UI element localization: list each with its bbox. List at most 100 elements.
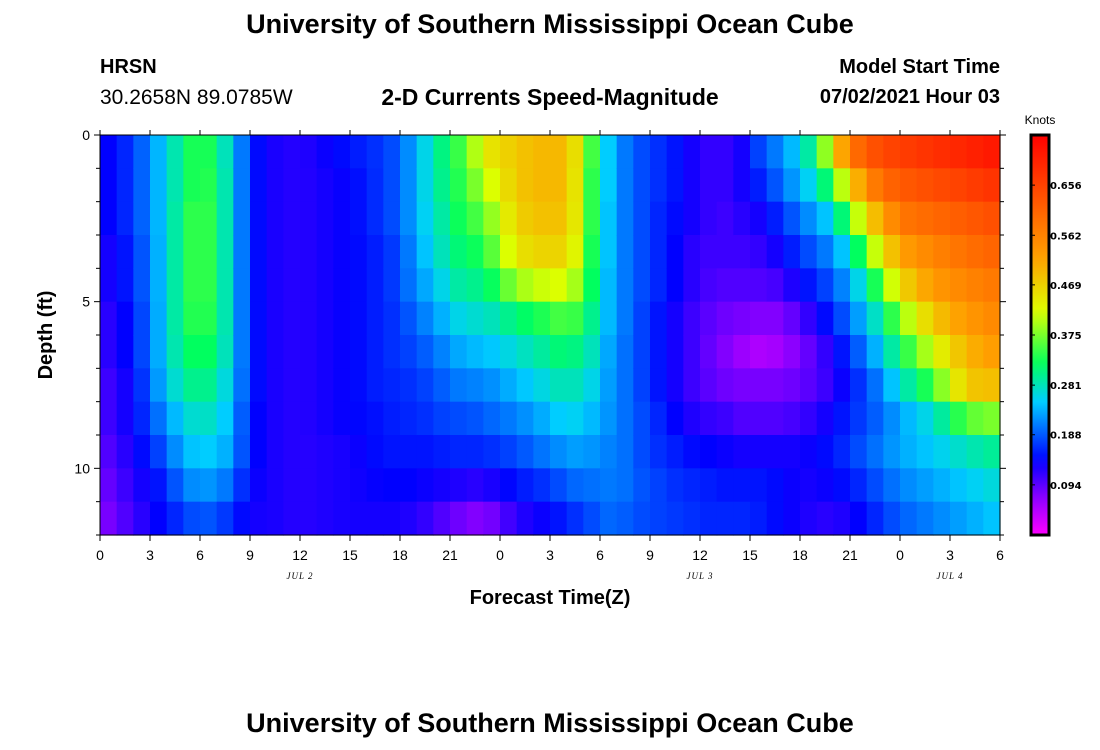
- heatmap-cell: [150, 368, 168, 403]
- heatmap-cell: [883, 268, 901, 303]
- x-tick-label: 3: [146, 547, 154, 563]
- heatmap-cell: [966, 201, 984, 236]
- heatmap-cell: [100, 468, 118, 503]
- x-tick-label: 0: [496, 547, 504, 563]
- heatmap-cell: [183, 201, 201, 236]
- heatmap-cell: [900, 468, 918, 503]
- heatmap-cell: [166, 301, 184, 336]
- heatmap-cell: [916, 435, 934, 469]
- heatmap-cell: [233, 335, 251, 369]
- heatmap-cell: [383, 501, 401, 536]
- heatmap-cell: [133, 368, 151, 403]
- heatmap-cell: [450, 135, 468, 169]
- heatmap-cell: [350, 235, 368, 269]
- heatmap-cell: [983, 368, 1001, 403]
- heatmap-cell: [650, 435, 668, 469]
- heatmap-cell: [950, 235, 968, 269]
- heatmap-cell: [683, 201, 701, 236]
- heatmap-cell: [433, 235, 451, 269]
- heatmap-cell: [816, 335, 834, 369]
- heatmap-cell: [116, 501, 134, 536]
- heatmap-cell: [300, 435, 318, 469]
- heatmap-cell: [916, 235, 934, 269]
- heatmap-cell: [750, 401, 768, 436]
- heatmap-cell: [400, 168, 418, 203]
- heatmap-cell: [466, 301, 484, 336]
- heatmap-cell: [566, 501, 584, 536]
- heatmap-cell: [933, 168, 951, 203]
- heatmap-cell: [883, 335, 901, 369]
- heatmap-cell: [983, 468, 1001, 503]
- heatmap-cell: [700, 235, 718, 269]
- heatmap-cell: [583, 168, 601, 203]
- heatmap-cell: [666, 501, 684, 536]
- heatmap-cell: [333, 368, 351, 403]
- heatmap-cell: [433, 435, 451, 469]
- heatmap-cell: [950, 335, 968, 369]
- heatmap-cell: [200, 368, 218, 403]
- heatmap-cell: [116, 168, 134, 203]
- heatmap-cell: [616, 368, 634, 403]
- heatmap-cell: [350, 501, 368, 536]
- heatmap-cell: [916, 501, 934, 536]
- heatmap-cell: [400, 335, 418, 369]
- heatmap-cell: [900, 201, 918, 236]
- heatmap-cell: [300, 468, 318, 503]
- heatmap-cell: [616, 135, 634, 169]
- heatmap-cell: [833, 168, 851, 203]
- heatmap-cell: [316, 301, 334, 336]
- x-tick-label: 18: [392, 547, 408, 563]
- heatmap-cell: [766, 301, 784, 336]
- heatmap-cell: [766, 468, 784, 503]
- heatmap-cell: [850, 501, 868, 536]
- heatmap-cell: [433, 368, 451, 403]
- heatmap-cell: [400, 135, 418, 169]
- heatmap-cell: [383, 435, 401, 469]
- heatmap-cell: [900, 235, 918, 269]
- heatmap-cell: [850, 468, 868, 503]
- heatmap-cell: [816, 435, 834, 469]
- heatmap-cell: [866, 135, 884, 169]
- heatmap-cell: [416, 268, 434, 303]
- heatmap-cell: [866, 435, 884, 469]
- heatmap-cell: [316, 501, 334, 536]
- heatmap-cell: [333, 268, 351, 303]
- heatmap-cell: [150, 301, 168, 336]
- heatmap-cell: [833, 435, 851, 469]
- heatmap-cell: [666, 401, 684, 436]
- heatmap-cell: [400, 435, 418, 469]
- heatmap-cell: [466, 235, 484, 269]
- heatmap-cell: [483, 168, 501, 203]
- heatmap-cell: [616, 301, 634, 336]
- colorbar-tick-label: 0.375: [1050, 331, 1082, 342]
- heatmap-cell: [966, 401, 984, 436]
- heatmap-cell: [883, 135, 901, 169]
- heatmap-cell: [616, 235, 634, 269]
- heatmap-cell: [133, 268, 151, 303]
- heatmap-cell: [666, 268, 684, 303]
- heatmap-cell: [933, 401, 951, 436]
- heatmap-cell: [133, 501, 151, 536]
- heatmap-cell: [400, 235, 418, 269]
- heatmap-cell: [416, 168, 434, 203]
- heatmap-cell: [250, 501, 268, 536]
- heatmap-cell: [250, 435, 268, 469]
- heatmap-cell: [550, 268, 568, 303]
- date-label: JUL 4: [936, 571, 963, 581]
- heatmap-cell: [450, 468, 468, 503]
- heatmap-cell: [950, 168, 968, 203]
- heatmap-cell: [600, 235, 618, 269]
- heatmap-cell: [483, 201, 501, 236]
- heatmap-cell: [233, 501, 251, 536]
- heatmap-cell: [983, 168, 1001, 203]
- heatmap-cell: [200, 235, 218, 269]
- heatmap-cell: [216, 468, 234, 503]
- heatmap-cell: [683, 501, 701, 536]
- heatmap-cell: [616, 335, 634, 369]
- heatmap-cell: [183, 468, 201, 503]
- heatmap-cell: [933, 368, 951, 403]
- heatmap-cell: [200, 135, 218, 169]
- heatmap-cell: [950, 368, 968, 403]
- colorbar-tick-label: 0.281: [1050, 381, 1082, 392]
- heatmap-cell: [300, 401, 318, 436]
